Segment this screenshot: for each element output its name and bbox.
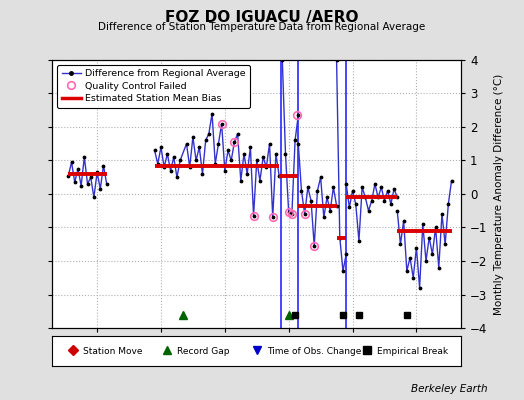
Legend: Difference from Regional Average, Quality Control Failed, Estimated Station Mean: Difference from Regional Average, Qualit… xyxy=(57,65,250,108)
Text: Difference of Station Temperature Data from Regional Average: Difference of Station Temperature Data f… xyxy=(99,22,425,32)
Y-axis label: Monthly Temperature Anomaly Difference (°C): Monthly Temperature Anomaly Difference (… xyxy=(495,73,505,315)
Text: Record Gap: Record Gap xyxy=(177,346,230,356)
Text: FOZ DO IGUACU /AERO: FOZ DO IGUACU /AERO xyxy=(165,10,359,25)
Text: Empirical Break: Empirical Break xyxy=(377,346,449,356)
Text: Station Move: Station Move xyxy=(83,346,143,356)
Text: Time of Obs. Change: Time of Obs. Change xyxy=(267,346,362,356)
Text: Berkeley Earth: Berkeley Earth xyxy=(411,384,487,394)
